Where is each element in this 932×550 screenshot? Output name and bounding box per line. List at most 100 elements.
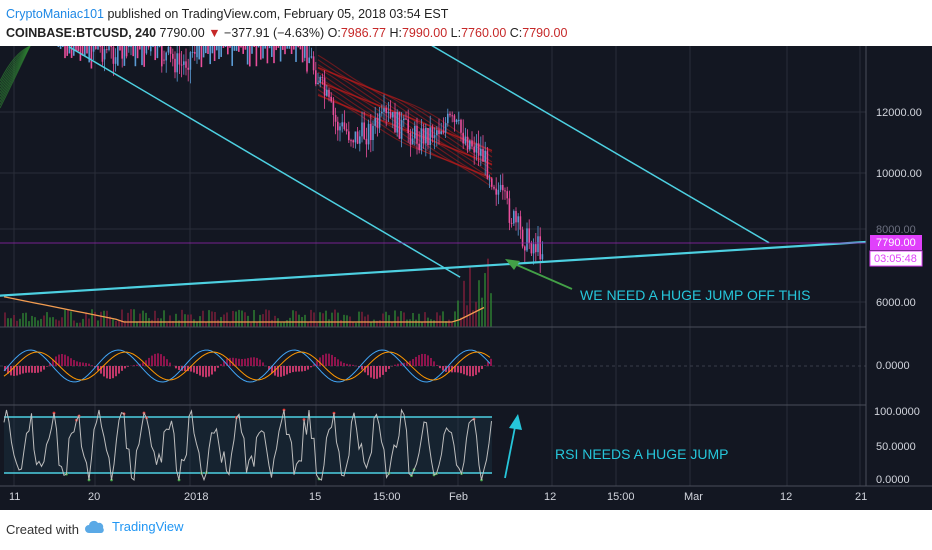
current-price-label: 7790.00 [876, 237, 916, 249]
price-candle [438, 130, 440, 135]
price-candle [330, 96, 332, 102]
volume-bar [70, 311, 72, 327]
price-candle [524, 246, 526, 251]
volume-bar [103, 310, 105, 327]
volume-bar [127, 312, 129, 327]
price-candle [273, 46, 275, 64]
macd-histogram-bar [424, 353, 426, 366]
symbol-line: COINBASE:BTCUSD, 240 7790.00 ▼ −377.91 (… [6, 26, 567, 40]
price-candle [480, 148, 482, 156]
price-candle [264, 46, 266, 49]
rsi-tick: 0.0000 [876, 474, 910, 486]
macd-histogram-bar [259, 359, 261, 366]
price-candle [321, 77, 324, 79]
price-candle [354, 131, 357, 143]
volume-bar [34, 317, 36, 327]
time-axis[interactable] [0, 486, 932, 510]
macd-histogram-bar [127, 366, 129, 367]
countdown-label-bg [869, 250, 923, 267]
volume-bar [130, 309, 132, 327]
macd-histogram-bar [193, 366, 195, 373]
volume-bar [175, 313, 177, 327]
volume-bar [469, 266, 471, 327]
macd-histogram-bar [118, 366, 120, 374]
volume-bar [385, 311, 387, 327]
macd-histogram-bar [421, 353, 423, 366]
volume-bar [85, 312, 87, 327]
price-candle [64, 46, 66, 59]
annotation-rsi-text: RSI NEEDS A HUGE JUMP [555, 446, 728, 462]
tradingview-brand[interactable]: TradingView [84, 519, 184, 534]
price-candle [75, 46, 77, 52]
price-candle [257, 46, 260, 48]
price-candle [385, 108, 387, 114]
price-candle [260, 46, 262, 60]
countdown-label: 03:05:48 [874, 253, 917, 265]
volume-bar [25, 312, 27, 327]
macd-histogram-bar [412, 359, 414, 366]
price-candle [117, 46, 119, 66]
macd-histogram-bar [16, 366, 18, 376]
volume-bar [31, 315, 33, 327]
price-candle [178, 53, 181, 65]
macd-histogram-bar [169, 362, 171, 366]
price-candle [218, 46, 220, 60]
macd-histogram-bar [121, 366, 123, 371]
time-tick: 15:00 [373, 491, 401, 503]
volume-bar [430, 319, 432, 327]
price-candle [161, 46, 163, 67]
author-link[interactable]: CryptoManiac101 [6, 7, 104, 21]
volume-bar [337, 312, 339, 327]
chart-canvas[interactable]: WE NEED A HUGE JUMP OFF THIS RSI NEEDS A… [0, 0, 932, 510]
macd-histogram-bar [361, 366, 363, 370]
volume-bar [280, 322, 282, 327]
volume-bar [463, 280, 465, 327]
macd-histogram-bar [13, 366, 15, 376]
volume-bar [436, 312, 438, 327]
volume-bar [433, 320, 435, 327]
volume-bar [388, 315, 390, 327]
volume-bar [160, 318, 162, 327]
price-candle [497, 189, 500, 195]
time-tick: 15 [309, 491, 321, 503]
price-candle [363, 122, 365, 139]
price-candle [132, 46, 134, 57]
macd-histogram-bar [145, 360, 147, 366]
tradingview-link[interactable]: TradingView [112, 519, 184, 534]
volume-bar [259, 314, 261, 327]
volume-bar [442, 311, 444, 327]
volume-bar [424, 312, 426, 327]
volume-bar [106, 310, 108, 327]
volume-bar [295, 311, 297, 327]
macd-histogram-bar [85, 362, 87, 366]
price-candles [57, 0, 544, 273]
price-candle [211, 46, 214, 54]
macd-histogram-bar [70, 358, 72, 366]
price-candle [442, 131, 445, 133]
price-candle [97, 46, 99, 50]
price-candle [101, 46, 104, 62]
macd-histogram-bar [442, 366, 444, 371]
volume-bar [163, 310, 165, 327]
volume-bar [118, 320, 120, 327]
price-candle [194, 51, 196, 54]
volume-bar [334, 309, 336, 327]
volume-bar [79, 322, 81, 327]
price-candle [145, 46, 148, 54]
macd-histogram-bar [202, 366, 204, 377]
volume-bar [370, 322, 372, 327]
created-with-text: Created with [6, 522, 79, 537]
macd-histogram-bar [388, 366, 390, 369]
price-tick: 10000.00 [876, 168, 922, 180]
macd-histogram-bar [64, 354, 66, 366]
price-candle [293, 46, 295, 50]
price-candle [209, 46, 211, 65]
volume-bar [133, 309, 135, 327]
volume-ma-line [3, 296, 485, 323]
price-candle [229, 46, 231, 48]
price-candle [70, 46, 73, 58]
price-candle [405, 118, 407, 120]
price-candle [541, 254, 544, 260]
chart-area[interactable]: WE NEED A HUGE JUMP OFF THIS RSI NEEDS A… [0, 0, 932, 510]
price-candle [506, 191, 508, 199]
